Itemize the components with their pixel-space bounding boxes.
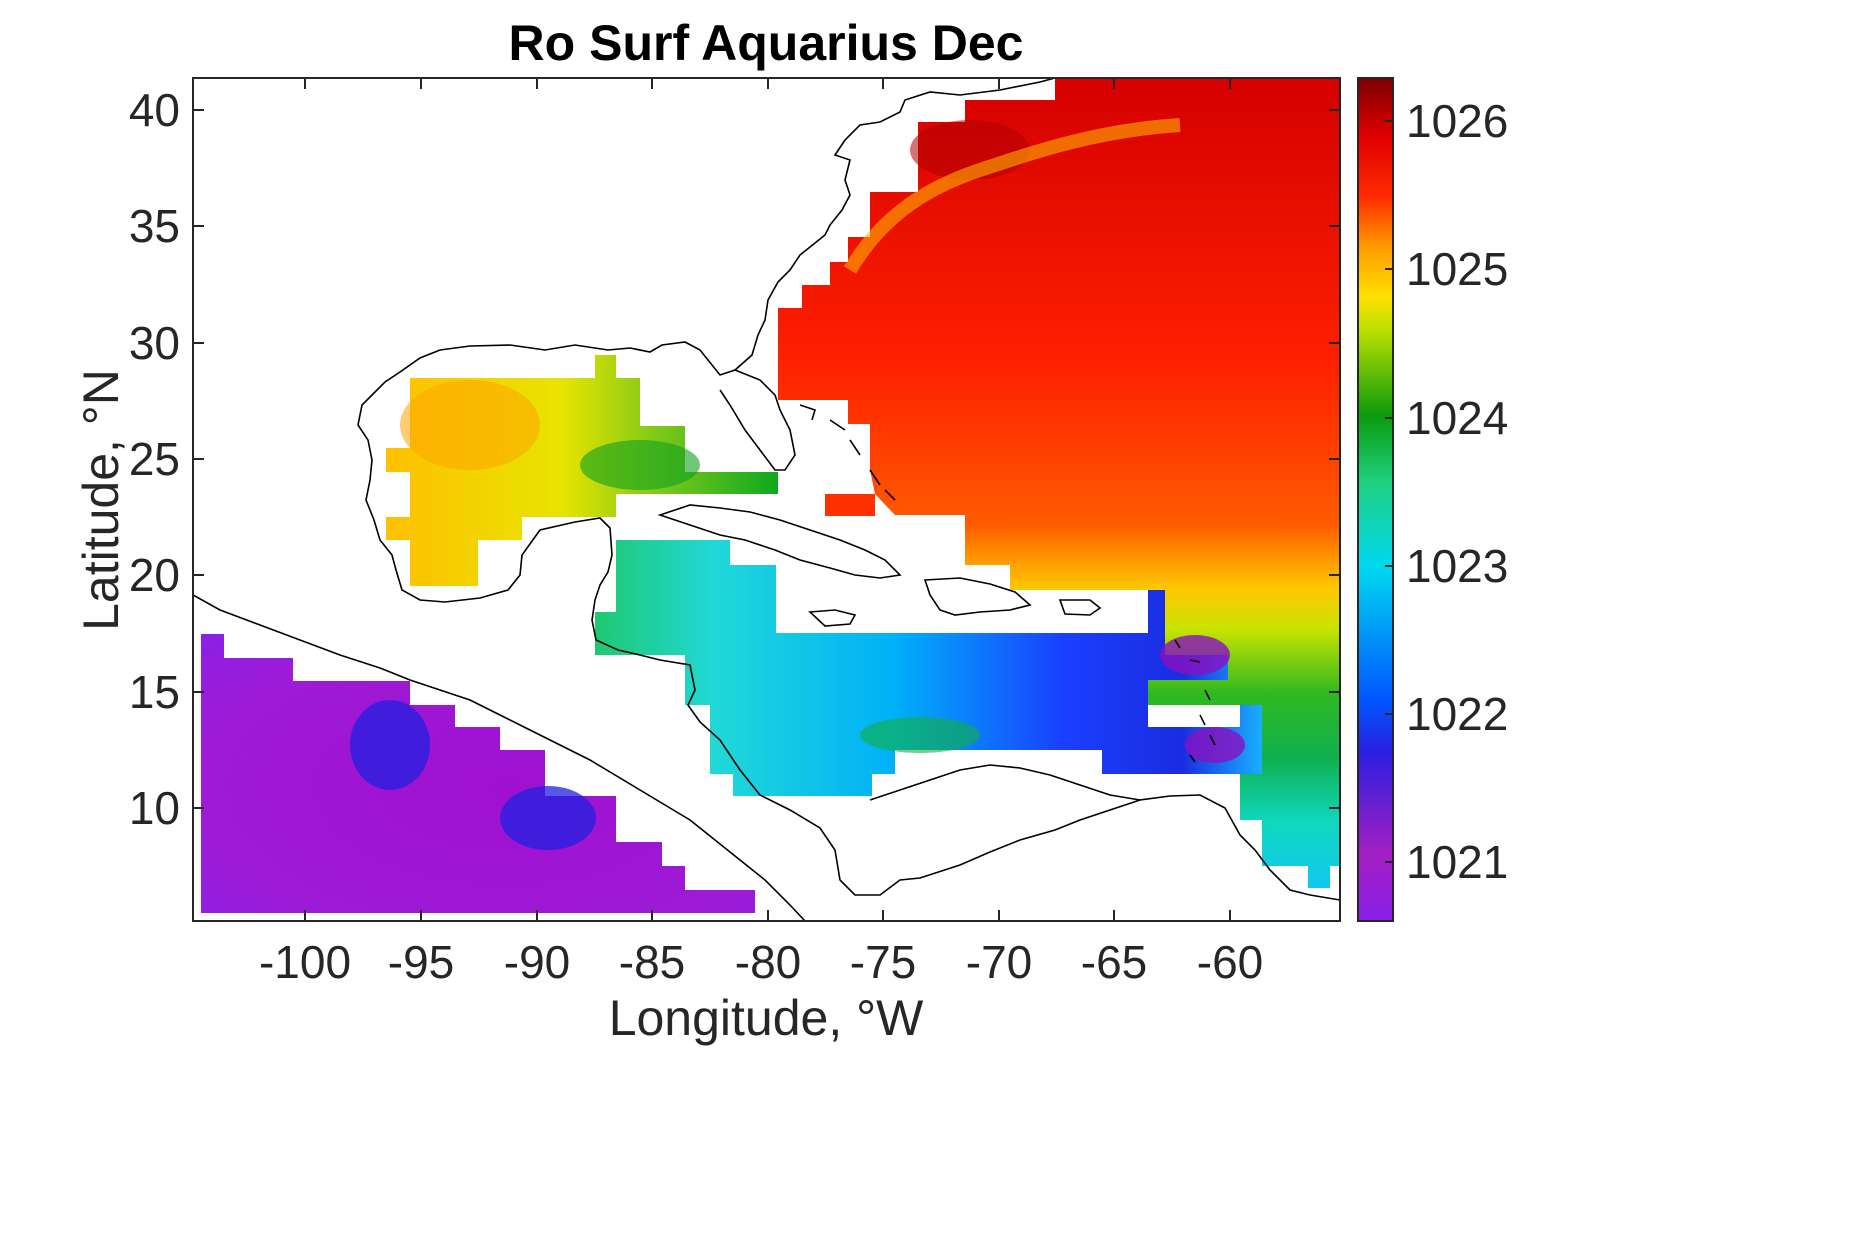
colorbar-tick-label: 1024	[1406, 392, 1508, 444]
y-tick-labels: 40 35 30 25 20 15 10	[129, 84, 180, 834]
x-tick-label: -65	[1081, 936, 1147, 988]
colorbar-tick-label: 1022	[1406, 688, 1508, 740]
colorbar-tick-label: 1025	[1406, 243, 1508, 295]
x-tick-labels: -100 -95 -90 -85 -80 -75 -70 -65 -60	[259, 936, 1263, 988]
colorbar-tick-label: 1021	[1406, 836, 1508, 888]
plot-frame	[192, 77, 1341, 922]
y-tick-label: 25	[129, 433, 180, 485]
region-caribbean	[595, 540, 1262, 796]
bahamas-patch	[825, 494, 875, 516]
y-tick-label: 15	[129, 666, 180, 718]
y-tick-label: 30	[129, 317, 180, 369]
pacific-blue-core-2	[500, 786, 596, 850]
antilles-purple-1	[1160, 635, 1230, 675]
colorbar: 1021 1022 1023 1024 1025 1026	[1357, 77, 1508, 922]
x-ticks	[304, 78, 1231, 921]
coastlines	[193, 78, 1340, 921]
region-eastern-pacific	[201, 634, 755, 913]
x-tick-label: -95	[388, 936, 454, 988]
y-axis-label: Latitude, °N	[73, 369, 129, 631]
pacific-blue-core-1	[350, 700, 430, 790]
y-tick-label: 20	[129, 549, 180, 601]
colorbar-tick-label: 1026	[1406, 95, 1508, 147]
gulf-green-core	[580, 440, 700, 490]
x-tick-label: -70	[966, 936, 1032, 988]
region-north-atlantic	[778, 78, 1340, 888]
x-tick-label: -85	[619, 936, 685, 988]
x-tick-label: -100	[259, 936, 351, 988]
caribbean-green-patch	[860, 717, 980, 753]
colorbar-tick-label: 1023	[1406, 540, 1508, 592]
x-tick-label: -60	[1197, 936, 1263, 988]
y-tick-label: 40	[129, 84, 180, 136]
plot-area	[193, 78, 1340, 921]
x-tick-label: -75	[850, 936, 916, 988]
x-axis-label: Longitude, °W	[609, 990, 924, 1046]
chart-title: Ro Surf Aquarius Dec	[509, 15, 1024, 71]
gulf-warm-core	[400, 380, 540, 470]
x-tick-label: -80	[735, 936, 801, 988]
y-tick-label: 10	[129, 782, 180, 834]
colorbar-gradient	[1357, 77, 1394, 922]
gulf-stream-front	[843, 118, 1181, 274]
y-ticks	[193, 109, 1340, 809]
x-tick-label: -90	[504, 936, 570, 988]
y-tick-label: 35	[129, 200, 180, 252]
